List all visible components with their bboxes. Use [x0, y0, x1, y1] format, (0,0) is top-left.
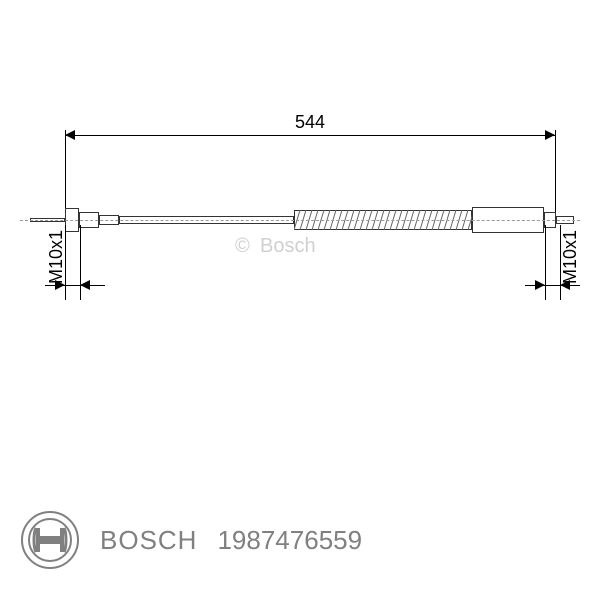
- bosch-logo-icon: [20, 510, 80, 570]
- technical-diagram: 544 M10x1 M10x1: [20, 130, 580, 330]
- arrow-left-icon: [65, 130, 75, 140]
- dimension-line-left: [45, 285, 105, 286]
- thread-label-right: M10x1: [560, 230, 581, 284]
- extension-line: [65, 130, 66, 215]
- watermark-symbol: ©: [235, 235, 250, 258]
- centerline: [20, 220, 580, 221]
- part-number: 1987476559: [217, 525, 362, 556]
- thread-label-left: M10x1: [46, 230, 67, 284]
- arrow-right-icon: [545, 130, 555, 140]
- arrow-right-icon: [535, 280, 545, 290]
- dimension-line-right: [525, 285, 580, 286]
- extension-line: [545, 225, 546, 300]
- length-label: 544: [295, 112, 325, 133]
- extension-line: [555, 130, 556, 215]
- dimension-line-top: [65, 135, 555, 136]
- brand-name: BOSCH: [100, 525, 197, 556]
- watermark-text: Bosch: [260, 235, 316, 258]
- arrow-left-icon: [80, 280, 90, 290]
- brand-footer: BOSCH 1987476559: [20, 510, 362, 570]
